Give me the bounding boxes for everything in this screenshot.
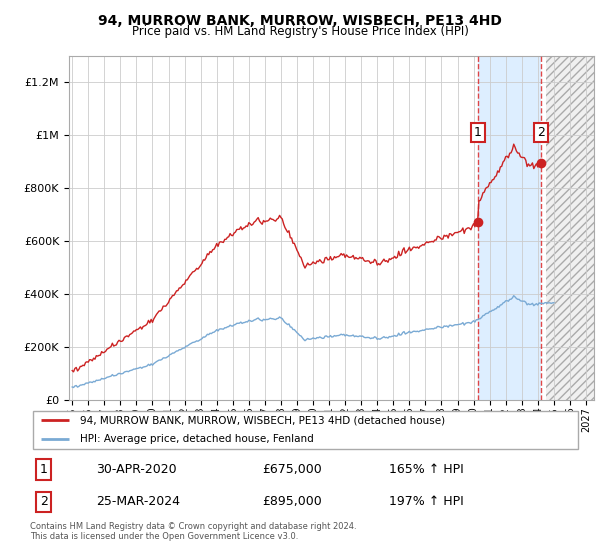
- Text: 1: 1: [473, 127, 482, 139]
- Text: 2: 2: [537, 127, 545, 139]
- Text: Price paid vs. HM Land Registry's House Price Index (HPI): Price paid vs. HM Land Registry's House …: [131, 25, 469, 38]
- Text: Contains HM Land Registry data © Crown copyright and database right 2024.
This d: Contains HM Land Registry data © Crown c…: [30, 522, 356, 542]
- FancyBboxPatch shape: [33, 411, 578, 449]
- Text: 1: 1: [40, 463, 48, 476]
- Bar: [546, 56, 600, 400]
- Text: 30-APR-2020: 30-APR-2020: [96, 463, 177, 476]
- Text: £675,000: £675,000: [262, 463, 322, 476]
- Text: 2: 2: [40, 496, 48, 508]
- Text: 165% ↑ HPI: 165% ↑ HPI: [389, 463, 464, 476]
- Text: 25-MAR-2024: 25-MAR-2024: [96, 496, 180, 508]
- Text: £895,000: £895,000: [262, 496, 322, 508]
- Text: 197% ↑ HPI: 197% ↑ HPI: [389, 496, 464, 508]
- Bar: [478, 56, 541, 400]
- Text: HPI: Average price, detached house, Fenland: HPI: Average price, detached house, Fenl…: [80, 435, 313, 445]
- Text: 94, MURROW BANK, MURROW, WISBECH, PE13 4HD: 94, MURROW BANK, MURROW, WISBECH, PE13 4…: [98, 14, 502, 28]
- Text: 94, MURROW BANK, MURROW, WISBECH, PE13 4HD (detached house): 94, MURROW BANK, MURROW, WISBECH, PE13 4…: [80, 415, 445, 425]
